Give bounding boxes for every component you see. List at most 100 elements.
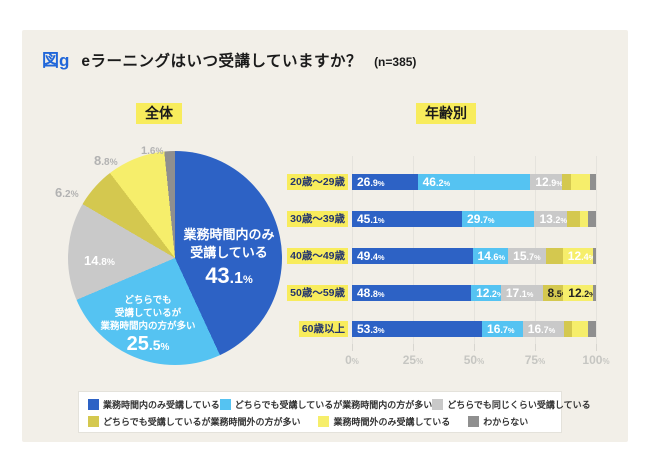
- legend-item: どちらでも受講しているが業務時間外の方が多い: [88, 415, 300, 428]
- bar-segment-value: 13.2%: [539, 212, 568, 226]
- pie-slice-value-outside-only: 8.8%: [94, 153, 118, 168]
- bar-row: 26.9% 46.2% 12.9%: [352, 174, 596, 190]
- legend-item-label: どちらでも受講しているが業務時間外の方が多い: [103, 417, 301, 427]
- bar-segment: 17.1%: [500, 285, 543, 301]
- legend-item-label: 業務時間外のみ受講している: [333, 417, 451, 427]
- legend-item: わからない: [468, 415, 528, 428]
- axis-tick-label: 25%: [402, 353, 424, 367]
- figure-number-label: 図g: [42, 51, 70, 70]
- bar-category-badge: 20歳～29歳: [287, 174, 348, 190]
- legend-item-label: どちらでも同じくらい受講している: [447, 400, 591, 410]
- bar-segment-value: 12.2%: [476, 286, 504, 300]
- bar-segment: [563, 321, 572, 337]
- bar-segment: 8.5%: [542, 285, 568, 301]
- bar-segment-value: 29.7%: [467, 212, 495, 226]
- pie-label-line: 受講している: [190, 245, 268, 261]
- chart-legend: 業務時間内のみ受講している どちらでも受講しているが業務時間内の方が多い どちらでも…: [78, 391, 591, 433]
- legend-item: 業務時間内のみ受講している: [88, 398, 220, 411]
- bar-category-badge: 60歳以上: [298, 321, 348, 337]
- bar-segment-value: 48.8%: [357, 286, 385, 300]
- bar-gridline: [596, 156, 597, 347]
- bar-segment: 13.2%: [534, 211, 568, 227]
- bar-category-badge: 50歳～59歳: [287, 285, 348, 301]
- bar-segment-value: 14.6%: [477, 249, 506, 263]
- bar-segment: 12.2%: [563, 285, 596, 301]
- bar-segment-value: 16.7%: [527, 322, 556, 336]
- pie-slice-value-unknown: 1.6%: [141, 145, 164, 157]
- legend-row-2: どちらでも受講しているが業務時間外の方が多い 業務時間外のみ受講している わからない: [88, 413, 552, 430]
- bar-segment: 12.9%: [530, 174, 563, 190]
- bar-segment: 53.3%: [352, 321, 483, 337]
- pie-label-line: どちらでも: [124, 295, 172, 306]
- figure-header: 図g eラーニングはいつ受講していますか？ (n=385): [42, 46, 416, 71]
- legend-item: どちらでも同じくらい受講している: [432, 398, 591, 411]
- bar-segment: [589, 174, 596, 190]
- pie-slice-label-mostly-within-hours: どちらでも受講しているが 業務時間内の方が多い 25.5%: [94, 294, 202, 356]
- legend-item-label: どちらでも受講しているが業務時間内の方が多い: [234, 400, 433, 410]
- axis-tick: [413, 344, 414, 351]
- pie-slice-label-lines: どちらでも受講しているが 業務時間内の方が多い: [94, 294, 202, 333]
- pie-label-line: 受講しているが: [114, 308, 182, 320]
- axis-tick-label: 0%: [345, 353, 359, 367]
- bar-segment-value: 12.2%: [568, 286, 596, 300]
- bar-section-title: 年齢別: [416, 103, 476, 124]
- bar-segment: 45.1%: [352, 211, 463, 227]
- legend-item: どちらでも受講しているが業務時間内の方が多い: [219, 398, 433, 411]
- bar-row: 49.4% 14.6% 15.7% 12.4%: [352, 248, 596, 264]
- bar-category-label: 50歳～59歳: [250, 283, 348, 301]
- bar-segment: [580, 211, 589, 227]
- legend-swatch: [318, 416, 330, 427]
- pie-slice-label-lines: 業務時間内のみ 受講している: [170, 226, 288, 263]
- pie-slice-value: 43.1%: [205, 262, 253, 288]
- bar-segment: 49.4%: [352, 248, 473, 264]
- bar-segment-value: 26.9%: [357, 175, 385, 189]
- legend-swatch: [219, 399, 231, 410]
- bar-segment-value: 45.1%: [357, 212, 385, 226]
- bar-segment: 46.2%: [417, 174, 531, 190]
- bar-segment-value: 53.3%: [357, 322, 385, 336]
- bar-segment: 12.2%: [471, 285, 504, 301]
- legend-swatch: [88, 399, 99, 410]
- bar-segment: [571, 321, 588, 337]
- bar-segment-value: 12.9%: [535, 175, 563, 189]
- pie-slice-value: 25.5%: [126, 333, 170, 356]
- bar-segment: 29.7%: [462, 211, 535, 227]
- bar-segment: 15.7%: [508, 248, 547, 264]
- pie-label-line: 業務時間内のみ: [183, 227, 275, 242]
- legend-item: 業務時間外のみ受講している: [318, 415, 450, 428]
- axis-tick-label: 75%: [524, 353, 546, 367]
- axis-tick: [596, 344, 597, 351]
- bar-category-label: 60歳以上: [250, 319, 348, 337]
- bar-segment: [588, 211, 596, 227]
- bar-segment: [587, 321, 596, 337]
- bar-segment: [593, 248, 596, 264]
- bar-segment: 26.9%: [352, 174, 418, 190]
- bar-category-badge: 30歳～39歳: [287, 211, 348, 227]
- bar-segment-value: 17.1%: [505, 286, 534, 300]
- bar-segment: 16.7%: [482, 321, 523, 337]
- bar-segment: 14.6%: [472, 248, 509, 264]
- legend-item-label: わからない: [483, 417, 529, 427]
- bar-segment: 48.8%: [352, 285, 472, 301]
- pie-label-line: 業務時間内の方が多い: [100, 321, 196, 333]
- legend-row-1: 業務時間内のみ受講している どちらでも受講しているが業務時間内の方が多い どちらでも…: [88, 396, 591, 413]
- sample-size-label: (n=385): [374, 55, 417, 69]
- bar-segment: [561, 174, 572, 190]
- pie-slice-value-equal: 14.8%: [84, 253, 115, 268]
- bar-category-badge: 40歳～49歳: [287, 248, 348, 264]
- axis-tick: [535, 344, 536, 351]
- bar-row: 45.1% 29.7% 13.2%: [352, 211, 596, 227]
- bar-category-label: 20歳～29歳: [250, 172, 348, 190]
- bar-segment-value: 12.4%: [567, 249, 596, 263]
- bar-segment: [593, 285, 596, 301]
- bar-segment-value: 49.4%: [357, 249, 385, 263]
- bar-segment: 16.7%: [522, 321, 564, 337]
- legend-swatch: [88, 416, 99, 427]
- bar-segment: [571, 174, 590, 190]
- bar-segment-value: 15.7%: [513, 249, 541, 263]
- pie-chart: [68, 151, 282, 365]
- axis-tick: [474, 344, 475, 351]
- bar-category-label: 40歳～49歳: [250, 246, 348, 264]
- axis-tick: [352, 344, 353, 351]
